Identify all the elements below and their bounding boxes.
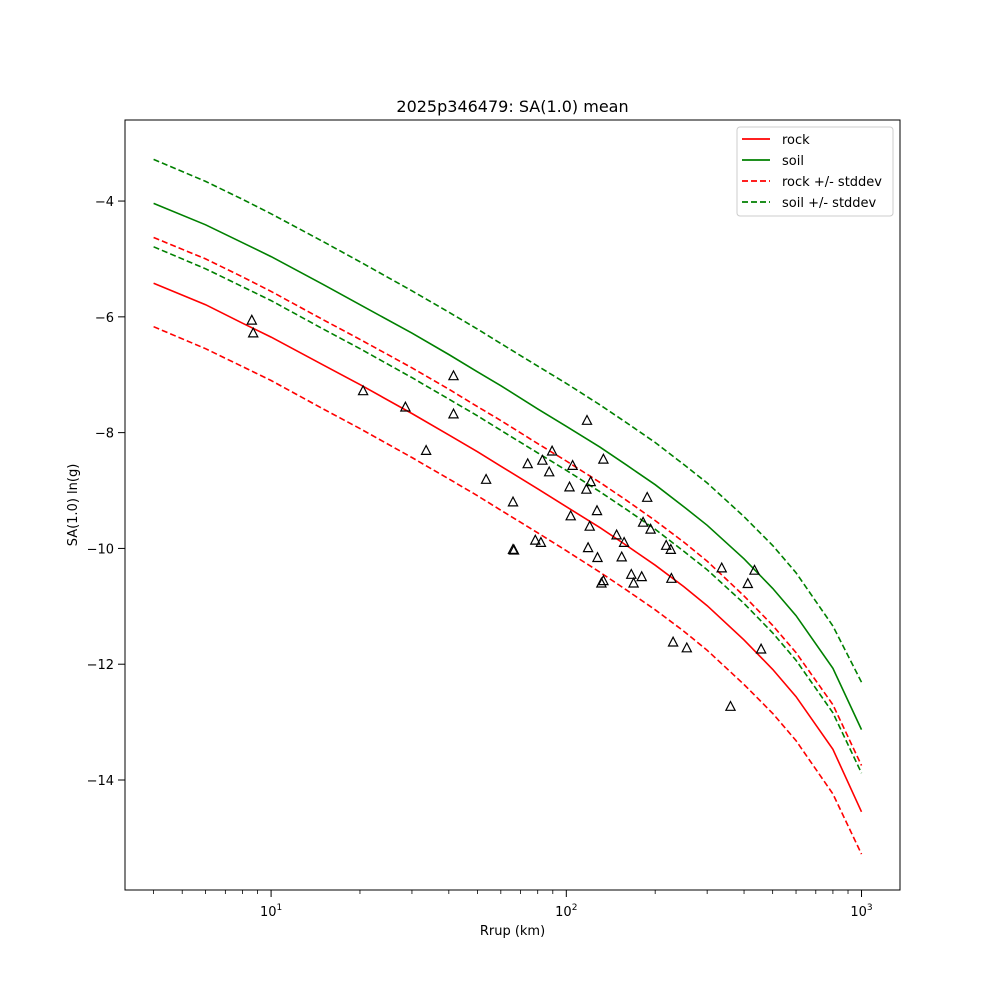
y-tick-label: −4: [95, 195, 114, 210]
observation-marker: [582, 541, 594, 553]
observation-marker: [616, 550, 628, 562]
observation-marker: [748, 564, 761, 575]
observation-marker: [645, 523, 657, 534]
observation-marker: [716, 561, 728, 573]
observation-marker: [543, 465, 555, 477]
plot-area: [153, 158, 863, 855]
observation-marker: [535, 536, 547, 548]
observation-marker: [546, 444, 558, 456]
axes-frame: [124, 119, 901, 891]
observation-marker: [628, 576, 640, 588]
observation-marker: [591, 551, 604, 563]
y-tick-label: −10: [87, 542, 114, 557]
observation-marker: [755, 642, 767, 654]
observation-marker: [660, 539, 672, 550]
observation-marker: [667, 635, 679, 647]
observation-marker: [581, 414, 593, 425]
series-line-soil-stddev: [153, 158, 863, 683]
observation-marker: [611, 528, 623, 540]
observation-marker: [742, 577, 754, 589]
observation-marker: [536, 454, 548, 465]
observation-marker: [563, 480, 576, 492]
observation-marker: [618, 536, 630, 548]
observation-marker: [480, 473, 492, 484]
observation-marker: [625, 568, 637, 579]
observation-marker: [529, 534, 541, 545]
legend-label-rock: rock: [782, 133, 810, 148]
x-axis-label: Rrup (km): [480, 924, 545, 939]
series-line-lower-stddev-1: [153, 325, 863, 855]
legend-label-soil: soil: [782, 154, 804, 169]
series-line-rock: [153, 282, 863, 813]
observation-marker: [447, 407, 460, 419]
observation-marker: [641, 491, 653, 502]
observation-marker: [597, 574, 609, 586]
observation-marker: [508, 543, 520, 555]
observation-marker: [724, 700, 737, 711]
observation-marker: [681, 641, 693, 653]
y-tick-label: −14: [87, 774, 114, 789]
observation-marker: [580, 483, 592, 494]
observation-marker: [665, 572, 677, 583]
observation-marker: [665, 543, 677, 555]
chart-title: 2025p346479: SA(1.0) mean: [396, 97, 628, 116]
y-tick-label: −6: [95, 311, 114, 326]
legend-box: [736, 126, 894, 217]
y-tick-label: −12: [87, 658, 114, 673]
legend: rock soil rock +/- stddev soil +/- stddev: [736, 126, 894, 217]
observation-marker: [597, 453, 609, 464]
x-axis: 101 102 103: [153, 890, 873, 920]
observation-marker: [522, 457, 534, 469]
observation-marker: [399, 400, 411, 412]
series-line-lower-stddev-2: [153, 246, 863, 774]
observation-marker: [420, 444, 432, 455]
legend-label-rock-stddev: rock +/- stddev: [782, 175, 882, 190]
observation-marker: [565, 509, 577, 521]
y-tick-label: −8: [95, 427, 114, 442]
legend-label-soil-stddev: soil +/- stddev: [782, 196, 877, 211]
observation-marker: [584, 520, 596, 531]
y-axis-label: SA(1.0) ln(g): [66, 464, 81, 547]
x-tick-label: 102: [555, 903, 577, 920]
observation-marker: [591, 504, 603, 516]
observation-marker: [447, 369, 460, 381]
observation-marker: [636, 570, 648, 582]
y-axis: −4 −6 −8 −10 −12 −14: [87, 195, 125, 789]
observation-marker: [637, 516, 649, 527]
observation-marker: [595, 576, 607, 588]
observation-marker: [585, 475, 597, 487]
observation-marker: [567, 459, 579, 470]
observation-marker: [357, 384, 369, 396]
x-tick-label: 103: [850, 903, 872, 920]
series-line-rock-stddev: [153, 236, 863, 766]
x-tick-label: 101: [260, 903, 282, 920]
observation-marker: [247, 326, 259, 338]
observation-marker: [246, 314, 258, 325]
observation-marker: [507, 495, 519, 507]
